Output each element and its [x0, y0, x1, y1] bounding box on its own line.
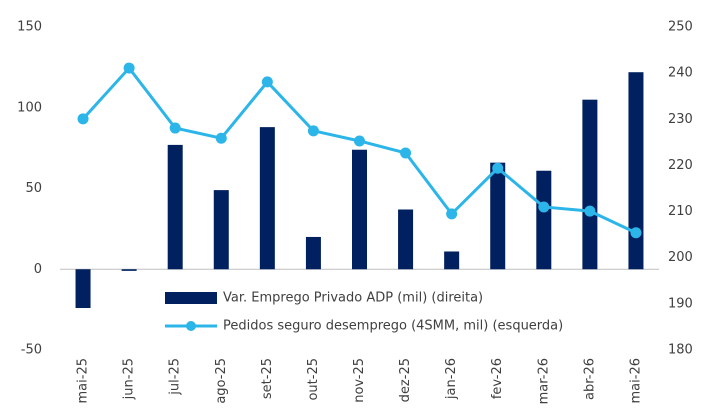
- y2-tick-label: 200: [668, 250, 693, 265]
- y2-tick-label: 220: [668, 158, 693, 173]
- bar: [167, 144, 183, 270]
- bar: [213, 190, 229, 270]
- x-tick-label: fev-26: [490, 358, 505, 399]
- bar: [398, 209, 414, 270]
- x-tick-label: dez-25: [398, 358, 413, 402]
- y2-tick-label: 210: [668, 204, 693, 219]
- legend-label: Var. Emprego Privado ADP (mil) (direita): [223, 291, 483, 306]
- y-tick-label: -50: [21, 343, 42, 358]
- x-tick-label: jan-26: [444, 358, 459, 400]
- line-point: [354, 135, 365, 147]
- line-point: [169, 122, 181, 134]
- line-point: [584, 205, 596, 217]
- y2-tick-label: 250: [668, 20, 693, 35]
- x-tick-label: out-25: [306, 358, 321, 401]
- y-tick-label: 100: [17, 100, 42, 115]
- bar: [259, 127, 275, 270]
- x-tick-label: nov-25: [352, 358, 367, 403]
- y2-tick-label: 230: [668, 112, 693, 127]
- line-point: [630, 227, 642, 239]
- y-tick-label: 0: [34, 262, 42, 277]
- y-tick-label: 50: [25, 181, 42, 196]
- line-point: [446, 208, 458, 220]
- x-tick-label: jun-25: [122, 358, 137, 400]
- line-point: [538, 201, 550, 213]
- bar: [352, 149, 367, 270]
- y2-tick-label: 180: [668, 343, 693, 358]
- x-tick-label: mai-25: [76, 358, 91, 403]
- line-point: [307, 125, 319, 137]
- y2-tick-label: 190: [668, 296, 693, 311]
- line-point: [77, 113, 89, 125]
- bar: [444, 251, 460, 270]
- bar: [582, 99, 598, 270]
- line-point: [215, 132, 227, 144]
- line-point: [492, 162, 504, 174]
- bar: [536, 170, 552, 270]
- legend-swatch-point: [186, 321, 196, 331]
- x-tick-label: mai-26: [628, 358, 643, 403]
- x-tick-label: set-25: [260, 358, 275, 399]
- bar: [75, 269, 91, 309]
- x-tick-label: mar-26: [536, 358, 551, 404]
- line-point: [123, 62, 135, 74]
- legend-label: Pedidos seguro desemprego (4SMM, mil) (e…: [223, 319, 563, 334]
- legend-swatch: [165, 292, 217, 304]
- x-tick-label: jul-25: [168, 358, 183, 396]
- bar: [490, 162, 506, 270]
- x-tick-label: ago-25: [214, 358, 229, 404]
- line-point: [400, 147, 412, 159]
- bar: [305, 236, 321, 270]
- bar: [628, 72, 644, 270]
- y-tick-label: 150: [17, 20, 42, 35]
- y2-tick-label: 240: [668, 66, 693, 81]
- line-point: [261, 76, 273, 88]
- x-tick-label: abr-26: [582, 358, 597, 400]
- bar: [121, 269, 137, 271]
